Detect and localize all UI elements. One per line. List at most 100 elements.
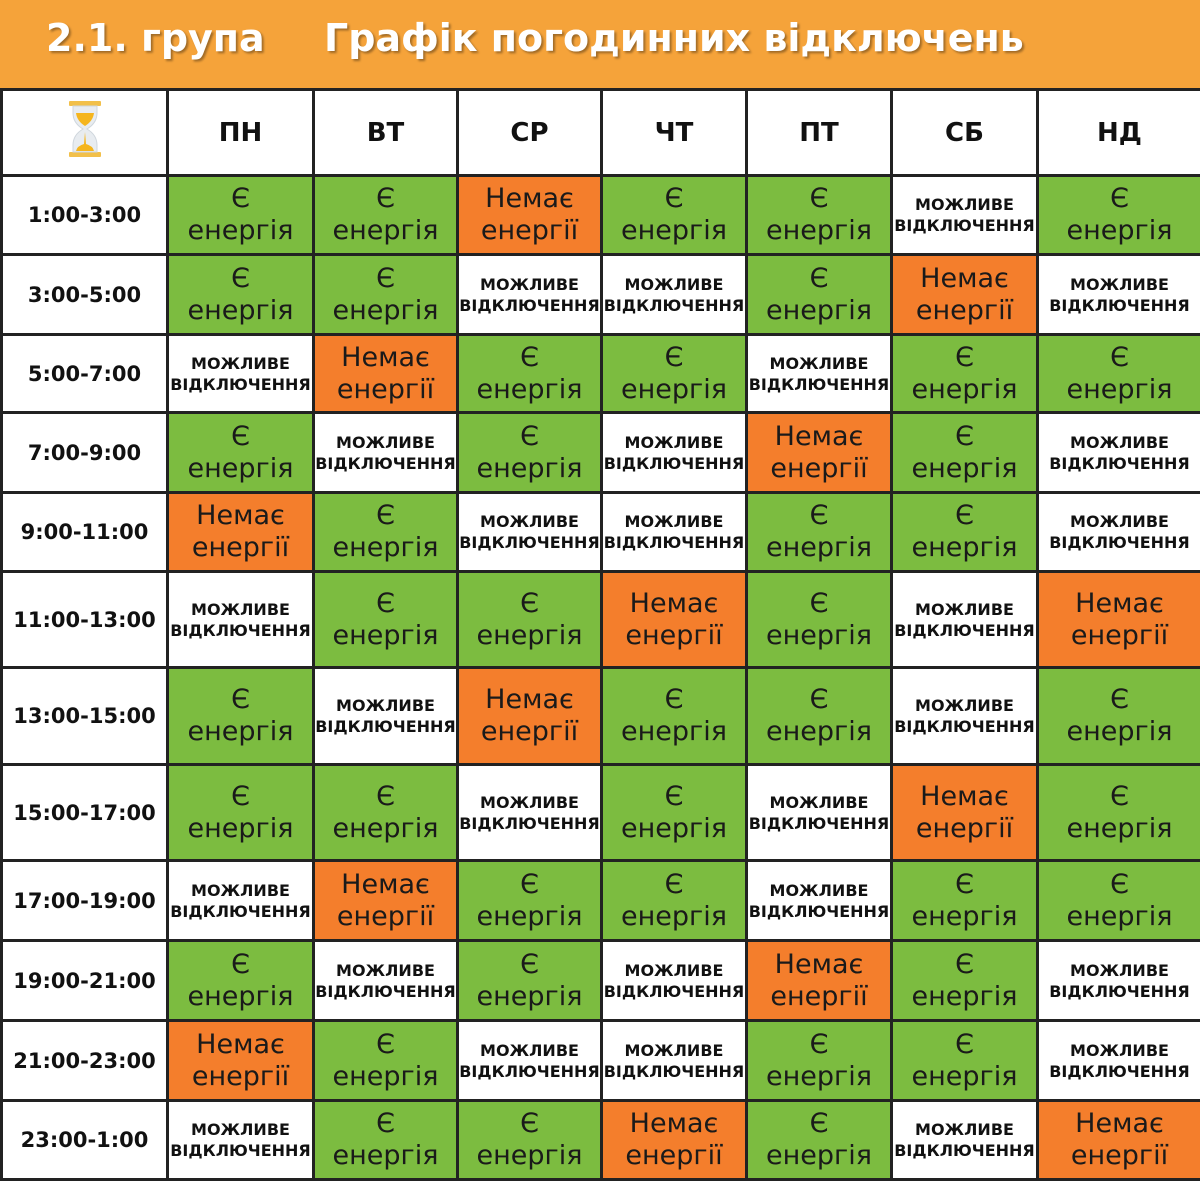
status-cell-label: Є енергія — [912, 869, 1018, 933]
status-cell-label: Є енергія — [188, 949, 294, 1013]
status-cell-on: Є енергія — [892, 413, 1038, 493]
status-cell-label: Немає енергії — [1071, 588, 1168, 652]
status-cell-label: Немає енергії — [192, 1029, 289, 1093]
status-cell-on: Є енергія — [747, 255, 892, 335]
status-cell-on: Є енергія — [602, 176, 747, 255]
time-slot-label: 1:00-3:00 — [2, 176, 168, 255]
status-cell-label: Є енергія — [912, 949, 1018, 1013]
corner-cell — [2, 90, 168, 176]
status-cell-label: Є енергія — [621, 183, 727, 247]
status-cell-on: Є енергія — [314, 572, 458, 668]
status-cell-on: Є енергія — [168, 941, 314, 1021]
status-cell-label: Є енергія — [333, 1108, 439, 1172]
status-cell-off: Немає енергії — [458, 176, 602, 255]
status-cell-maybe: МОЖЛИВЕ ВІДКЛЮЧЕННЯ — [1038, 413, 1200, 493]
status-cell-label: Є енергія — [621, 869, 727, 933]
status-cell-on: Є енергія — [892, 861, 1038, 941]
status-cell-on: Є енергія — [602, 668, 747, 765]
status-cell-label: Є енергія — [1067, 684, 1173, 748]
status-cell-on: Є енергія — [314, 765, 458, 861]
status-cell-label: МОЖЛИВЕ ВІДКЛЮЧЕННЯ — [170, 353, 311, 395]
status-cell-label: Є енергія — [333, 588, 439, 652]
status-cell-label: Немає енергії — [481, 684, 578, 748]
status-cell-maybe: МОЖЛИВЕ ВІДКЛЮЧЕННЯ — [168, 861, 314, 941]
status-cell-label: Є енергія — [333, 500, 439, 564]
status-cell-label: МОЖЛИВЕ ВІДКЛЮЧЕННЯ — [170, 880, 311, 922]
status-cell-label: Є енергія — [477, 421, 583, 485]
status-cell-off: Немає енергії — [168, 493, 314, 572]
status-cell-label: МОЖЛИВЕ ВІДКЛЮЧЕННЯ — [1049, 960, 1190, 1002]
status-cell-maybe: МОЖЛИВЕ ВІДКЛЮЧЕННЯ — [892, 176, 1038, 255]
status-cell-label: Немає енергії — [337, 342, 434, 406]
status-cell-label: Є енергія — [621, 684, 727, 748]
status-cell-label: МОЖЛИВЕ ВІДКЛЮЧЕННЯ — [459, 792, 600, 834]
status-cell-maybe: МОЖЛИВЕ ВІДКЛЮЧЕННЯ — [314, 413, 458, 493]
time-slot-row: 19:00-21:00 Є енергія МОЖЛИВЕ ВІДКЛЮЧЕННЯ Є… — [2, 941, 1200, 1021]
status-cell-on: Є енергія — [168, 176, 314, 255]
status-cell-label: Немає енергії — [192, 500, 289, 564]
time-slot-label: 23:00-1:00 — [2, 1101, 168, 1180]
status-cell-label: Є енергія — [766, 263, 872, 327]
status-cell-label: МОЖЛИВЕ ВІДКЛЮЧЕННЯ — [1049, 432, 1190, 474]
status-cell-label: МОЖЛИВЕ ВІДКЛЮЧЕННЯ — [604, 511, 745, 553]
status-cell-maybe: МОЖЛИВЕ ВІДКЛЮЧЕННЯ — [892, 572, 1038, 668]
status-cell-off: Немає енергії — [892, 765, 1038, 861]
status-cell-maybe: МОЖЛИВЕ ВІДКЛЮЧЕННЯ — [458, 765, 602, 861]
status-cell-maybe: МОЖЛИВЕ ВІДКЛЮЧЕННЯ — [892, 668, 1038, 765]
status-cell-label: Є енергія — [477, 1108, 583, 1172]
status-cell-label: Є енергія — [477, 588, 583, 652]
status-cell-on: Є енергія — [1038, 668, 1200, 765]
time-slot-label: 15:00-17:00 — [2, 765, 168, 861]
day-header: СР — [458, 90, 602, 176]
status-cell-label: МОЖЛИВЕ ВІДКЛЮЧЕННЯ — [749, 880, 890, 922]
status-cell-label: МОЖЛИВЕ ВІДКЛЮЧЕННЯ — [1049, 1040, 1190, 1082]
status-cell-on: Є енергія — [314, 1021, 458, 1101]
status-cell-label: Є енергія — [188, 781, 294, 845]
status-cell-label: МОЖЛИВЕ ВІДКЛЮЧЕННЯ — [315, 695, 456, 737]
status-cell-maybe: МОЖЛИВЕ ВІДКЛЮЧЕННЯ — [1038, 255, 1200, 335]
status-cell-label: МОЖЛИВЕ ВІДКЛЮЧЕННЯ — [1049, 274, 1190, 316]
status-cell-maybe: МОЖЛИВЕ ВІДКЛЮЧЕННЯ — [602, 413, 747, 493]
status-cell-label: Немає енергії — [770, 421, 867, 485]
status-cell-on: Є енергія — [314, 255, 458, 335]
status-cell-off: Немає енергії — [1038, 1101, 1200, 1180]
status-cell-label: Є енергія — [477, 949, 583, 1013]
status-cell-label: МОЖЛИВЕ ВІДКЛЮЧЕННЯ — [170, 1119, 311, 1161]
status-cell-on: Є енергія — [458, 413, 602, 493]
status-cell-maybe: МОЖЛИВЕ ВІДКЛЮЧЕННЯ — [747, 335, 892, 413]
status-cell-on: Є енергія — [602, 335, 747, 413]
time-slot-label: 17:00-19:00 — [2, 861, 168, 941]
status-cell-on: Є енергія — [747, 1101, 892, 1180]
status-cell-off: Немає енергії — [1038, 572, 1200, 668]
header-bar: 2.1. група Графік погодинних відключень — [0, 0, 1200, 88]
status-cell-on: Є енергія — [747, 668, 892, 765]
status-cell-on: Є енергія — [314, 176, 458, 255]
status-cell-label: Є енергія — [766, 1108, 872, 1172]
status-cell-on: Є енергія — [747, 1021, 892, 1101]
status-cell-label: Є енергія — [333, 1029, 439, 1093]
status-cell-label: Є енергія — [766, 500, 872, 564]
status-cell-maybe: МОЖЛИВЕ ВІДКЛЮЧЕННЯ — [458, 1021, 602, 1101]
status-cell-label: Немає енергії — [916, 263, 1013, 327]
day-header: ПН — [168, 90, 314, 176]
status-cell-label: МОЖЛИВЕ ВІДКЛЮЧЕННЯ — [604, 960, 745, 1002]
time-slot-label: 19:00-21:00 — [2, 941, 168, 1021]
day-header: ЧТ — [602, 90, 747, 176]
hourglass-icon — [65, 136, 105, 166]
status-cell-maybe: МОЖЛИВЕ ВІДКЛЮЧЕННЯ — [602, 1021, 747, 1101]
status-cell-on: Є енергія — [314, 493, 458, 572]
time-slot-label: 13:00-15:00 — [2, 668, 168, 765]
status-cell-label: Є енергія — [912, 1029, 1018, 1093]
status-cell-off: Немає енергії — [314, 861, 458, 941]
status-cell-on: Є енергія — [892, 493, 1038, 572]
day-header: ПТ — [747, 90, 892, 176]
status-cell-maybe: МОЖЛИВЕ ВІДКЛЮЧЕННЯ — [1038, 493, 1200, 572]
time-slot-label: 3:00-5:00 — [2, 255, 168, 335]
status-cell-on: Є енергія — [747, 572, 892, 668]
status-cell-on: Є енергія — [168, 765, 314, 861]
